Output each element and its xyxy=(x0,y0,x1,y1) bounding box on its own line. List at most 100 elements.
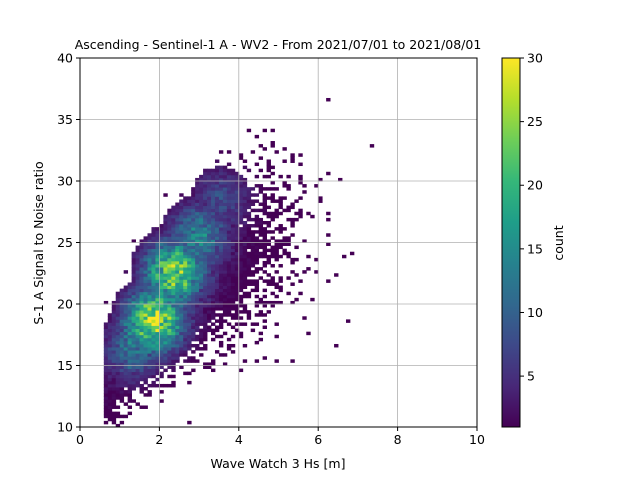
heatmap-cell xyxy=(143,374,148,379)
heatmap-cell xyxy=(262,242,267,246)
heatmap-cell xyxy=(258,184,264,188)
heatmap-cell xyxy=(234,291,240,296)
heatmap-cell xyxy=(230,236,236,240)
heatmap-cell xyxy=(159,371,164,376)
heatmap-cell xyxy=(282,227,287,231)
heatmap-cell xyxy=(159,313,164,317)
heatmap-cell xyxy=(119,334,125,339)
heatmap-cell xyxy=(183,199,188,203)
heatmap-cell xyxy=(175,267,180,271)
heatmap-cell xyxy=(258,251,264,256)
heatmap-cell xyxy=(147,248,152,253)
heatmap-cell xyxy=(222,174,228,179)
heatmap-cell xyxy=(195,288,200,293)
heatmap-cell xyxy=(262,193,267,197)
heatmap-cell xyxy=(127,294,133,299)
heatmap-cell xyxy=(135,368,140,373)
heatmap-cell xyxy=(207,233,212,237)
heatmap-cell xyxy=(167,264,172,268)
heatmap-cell xyxy=(131,356,136,360)
heatmap-cell xyxy=(183,310,188,314)
heatmap-cell xyxy=(171,325,176,330)
heatmap-cell xyxy=(270,187,275,191)
heatmap-cell xyxy=(262,187,267,191)
heatmap-cell xyxy=(278,199,283,203)
heatmap-cell xyxy=(167,248,172,253)
heatmap-cell xyxy=(175,257,180,262)
heatmap-cell xyxy=(195,359,200,363)
heatmap-cell xyxy=(143,236,148,240)
heatmap-cell xyxy=(115,371,121,376)
heatmap-cell xyxy=(262,205,267,210)
heatmap-cell xyxy=(262,260,267,265)
heatmap-cell xyxy=(131,307,136,311)
heatmap-cell xyxy=(203,211,208,216)
heatmap-cell xyxy=(258,313,264,317)
heatmap-cell xyxy=(179,208,184,213)
heatmap-cell xyxy=(167,356,172,360)
heatmap-cell xyxy=(159,227,164,231)
heatmap-cell xyxy=(111,322,117,326)
heatmap-cell xyxy=(207,211,212,216)
heatmap-cell xyxy=(214,196,220,200)
heatmap-cell xyxy=(147,254,152,259)
heatmap-cell xyxy=(183,254,188,259)
heatmap-cell xyxy=(107,368,113,373)
heatmap-cell xyxy=(211,190,216,194)
heatmap-cell xyxy=(191,359,196,363)
heatmap-cell xyxy=(222,184,228,188)
heatmap-cell xyxy=(199,297,204,302)
heatmap-cell xyxy=(203,257,208,262)
heatmap-cell xyxy=(103,322,109,326)
heatmap-cell xyxy=(238,233,244,237)
heatmap-cell xyxy=(111,307,117,311)
heatmap-cell xyxy=(246,128,252,133)
heatmap-cell xyxy=(175,282,180,286)
heatmap-cell xyxy=(187,257,192,262)
heatmap-cell xyxy=(203,319,208,323)
heatmap-cell xyxy=(187,236,192,240)
heatmap-cell xyxy=(191,233,196,237)
heatmap-cell xyxy=(187,371,192,376)
heatmap-cell xyxy=(214,254,220,259)
heatmap-cell xyxy=(238,288,244,293)
heatmap-cell xyxy=(246,273,252,277)
heatmap-cell xyxy=(203,316,208,320)
heatmap-cell xyxy=(103,396,109,400)
heatmap-cell xyxy=(274,285,279,290)
heatmap-cell xyxy=(218,224,224,228)
heatmap-cell xyxy=(298,291,303,296)
heatmap-cell xyxy=(139,331,144,336)
heatmap-cell xyxy=(151,331,156,336)
heatmap-cell xyxy=(199,279,204,283)
heatmap-cell xyxy=(159,300,164,305)
heatmap-cell xyxy=(163,251,168,256)
heatmap-cell xyxy=(270,217,275,222)
heatmap-cell xyxy=(230,181,236,185)
heatmap-cell xyxy=(234,248,240,253)
heatmap-cell xyxy=(103,393,109,397)
heatmap-cell xyxy=(238,368,244,373)
heatmap-cell xyxy=(191,304,196,308)
heatmap-cell xyxy=(218,264,224,268)
heatmap-cell xyxy=(226,310,232,314)
heatmap-cell xyxy=(211,196,216,200)
heatmap-cell xyxy=(191,199,196,203)
heatmap-cell xyxy=(191,242,196,246)
heatmap-cell xyxy=(222,267,228,271)
heatmap-cell xyxy=(171,276,176,280)
heatmap-cell xyxy=(179,294,184,299)
heatmap-cell xyxy=(242,322,248,326)
heatmap-cell xyxy=(230,227,236,231)
heatmap-cell xyxy=(211,260,216,265)
heatmap-cell xyxy=(147,285,152,290)
heatmap-cell xyxy=(242,199,248,203)
heatmap-cell xyxy=(242,273,248,277)
heatmap-cell xyxy=(175,254,180,259)
heatmap-cell xyxy=(250,230,256,234)
heatmap-cell xyxy=(179,282,184,286)
colorbar-tick-label: 25 xyxy=(527,114,543,129)
heatmap-cell xyxy=(115,313,121,317)
heatmap-cell xyxy=(151,294,156,299)
heatmap-cell xyxy=(171,313,176,317)
